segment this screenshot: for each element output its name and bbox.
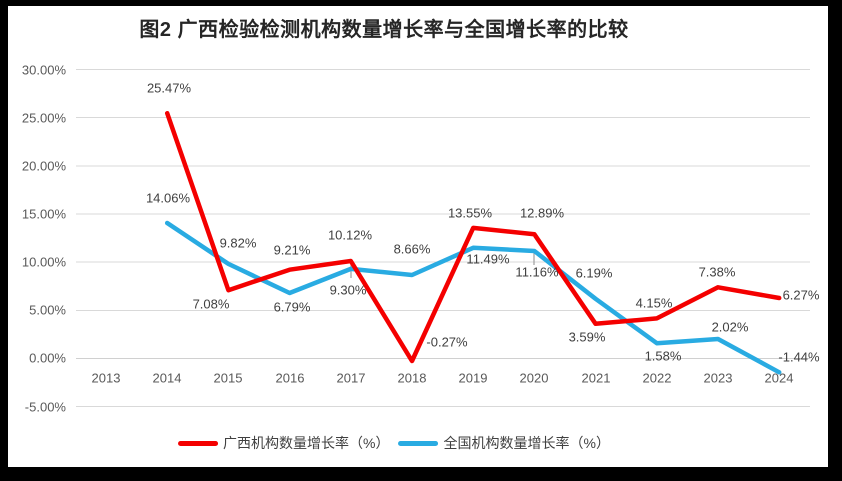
x-axis-label: 2017 (336, 370, 366, 386)
data-label-national: 2.02% (711, 319, 749, 335)
x-axis-label: 2018 (397, 370, 427, 386)
data-label-national: -1.44% (778, 349, 820, 365)
x-axis-label: 2015 (213, 370, 243, 386)
legend-swatch-guangxi (178, 440, 219, 446)
legend-item-guangxi: 广西机构数量增长率（%） (178, 433, 390, 453)
legend-label-national: 全国机构数量增长率（%） (443, 435, 610, 451)
data-label-guangxi: 9.21% (273, 242, 311, 258)
gridlines (76, 69, 810, 407)
chart-title: 图2 广西检验检测机构数量增长率与全国增长率的比较 (139, 19, 629, 41)
data-label-national: 9.30% (329, 282, 367, 298)
data-label-national: 11.49% (466, 251, 510, 267)
data-label-guangxi: 7.38% (698, 264, 736, 280)
data-label-guangxi: 10.12% (327, 227, 373, 243)
legend: 广西机构数量增长率（%） 全国机构数量增长率（%） (178, 433, 610, 453)
x-axis-label: 2019 (458, 370, 488, 386)
data-label-national: 1.58% (644, 348, 682, 364)
data-label-guangxi: 3.59% (568, 329, 606, 345)
data-label-guangxi: 4.15% (635, 295, 673, 311)
data-label-guangxi: 7.08% (192, 296, 230, 312)
x-axis-label: 2013 (91, 370, 121, 386)
x-axis-label: 2016 (275, 370, 305, 386)
x-axis-label: 2014 (152, 370, 182, 386)
data-label-guangxi: 13.55% (447, 205, 493, 221)
legend-label-guangxi: 广西机构数量增长率（%） (223, 435, 390, 451)
data-label-national: 8.66% (393, 241, 431, 257)
data-label-guangxi: 25.47% (146, 80, 192, 96)
y-tick-label: 20.00% (21, 158, 66, 174)
data-label-guangxi: -0.27% (426, 334, 468, 350)
y-tick-label: 0.00% (29, 350, 66, 366)
y-tick-label: 30.00% (21, 62, 66, 78)
x-axis-label: 2024 (764, 370, 794, 386)
chart-canvas (8, 6, 828, 467)
legend-swatch-national (398, 440, 439, 446)
x-axis-label: 2020 (519, 370, 549, 386)
x-axis-label: 2021 (581, 370, 611, 386)
y-tick-label: 10.00% (21, 254, 66, 270)
legend-item-national: 全国机构数量增长率（%） (398, 433, 610, 453)
series-line-guangxi (164, 110, 782, 364)
x-axis-label: 2022 (642, 370, 672, 386)
data-label-national: 6.19% (575, 265, 613, 281)
data-label-guangxi: 6.27% (782, 287, 820, 303)
data-label-national: 14.06% (145, 190, 191, 206)
y-tick-label: -5.00% (24, 399, 66, 414)
data-label-national: 9.82% (219, 235, 257, 251)
data-label-national: 6.79% (273, 299, 311, 315)
data-label-national: 11.16% (515, 264, 559, 280)
x-axis-label: 2023 (703, 370, 733, 386)
y-tick-label: 5.00% (29, 302, 66, 318)
data-label-guangxi: 12.89% (519, 205, 565, 221)
series-line-national (164, 220, 782, 375)
y-tick-label: 15.00% (21, 206, 66, 222)
y-tick-label: 25.00% (21, 110, 66, 126)
